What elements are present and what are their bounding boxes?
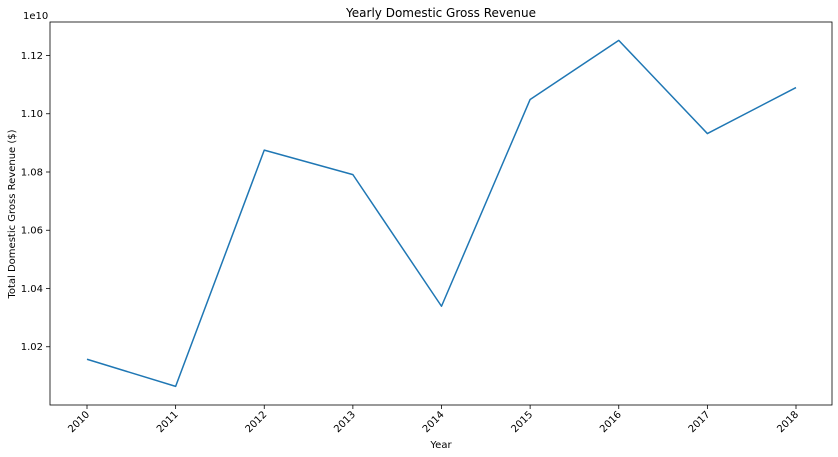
x-tick-label: 2016 <box>598 409 624 435</box>
y-tick-label: 1.08 <box>21 167 43 178</box>
y-tick-label: 1.12 <box>21 51 43 62</box>
y-offset-text: 1e10 <box>23 11 48 22</box>
x-tick-label: 2018 <box>775 409 801 435</box>
x-axis-label: Year <box>429 440 452 451</box>
x-tick-label: 2017 <box>687 409 713 435</box>
x-tick-label: 2010 <box>66 409 92 435</box>
chart-title: Yearly Domestic Gross Revenue <box>345 6 536 20</box>
series-group <box>86 39 797 388</box>
x-tick-label: 2012 <box>244 409 270 435</box>
series-line <box>86 39 797 388</box>
x-tick-label: 2015 <box>509 409 535 435</box>
y-axis-label: Total Domestic Gross Revenue ($) <box>7 129 18 299</box>
plot-frame <box>49 21 833 406</box>
y-tick-label: 1.06 <box>21 226 43 237</box>
x-tick-label: 2014 <box>421 409 447 435</box>
y-tick-label: 1.04 <box>21 284 43 295</box>
y-tick-label: 1.02 <box>21 342 43 353</box>
x-tick-label: 2013 <box>332 409 358 435</box>
y-tick-label: 1.10 <box>21 109 43 120</box>
x-tick-label: 2011 <box>155 409 181 435</box>
